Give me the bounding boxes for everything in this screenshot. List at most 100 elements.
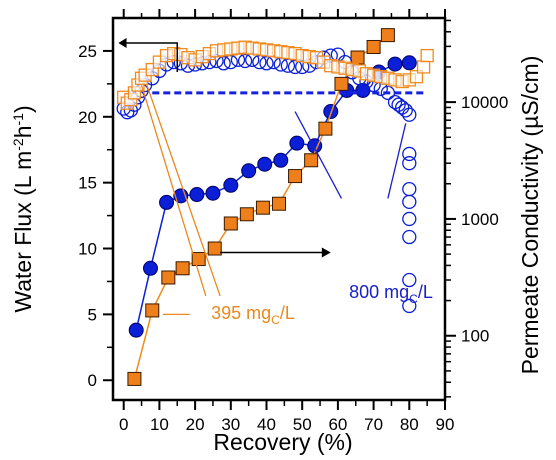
left-arrow-line: [125, 42, 179, 73]
series-3-point-54: [402, 298, 417, 314]
series-2-point-16: [366, 39, 381, 54]
series-2-point-17: [380, 28, 395, 43]
series-1-point-6: [205, 185, 221, 201]
plot-data: [116, 28, 434, 386]
series-2-point-3: [161, 270, 176, 285]
label-395: 395 mgC/L: [211, 303, 295, 327]
label-800-sub: C: [409, 292, 418, 306]
series-2-point-7: [223, 216, 238, 231]
y-tick-label-0: 0: [88, 371, 97, 390]
label-395-leader-3: [146, 84, 221, 297]
series-1-point-7: [223, 177, 239, 193]
series-1-point-10: [273, 152, 289, 168]
series-3-point-18: [216, 56, 231, 71]
series-1-point-17: [387, 56, 403, 72]
y-tick-label-15: 15: [78, 174, 97, 193]
y-tick-label-25: 25: [78, 42, 97, 61]
series-3-point-51: [402, 211, 417, 227]
x-tick-label-10: 10: [150, 415, 169, 434]
y2-tick-label-1000: 1000: [461, 210, 499, 229]
series-3-point-50: [402, 194, 417, 210]
x-axis-title: Recovery (%): [213, 429, 352, 455]
series-1: [128, 55, 417, 338]
series-2-point-14: [334, 76, 349, 91]
y-tick-label-20: 20: [78, 108, 97, 127]
left-arrow-head: [118, 38, 127, 49]
series-2-point-11: [288, 169, 303, 184]
series-2-point-6: [207, 241, 222, 256]
series-2: [127, 28, 395, 386]
series-3-point-19: [223, 54, 238, 70]
series-3-point-45: [398, 103, 413, 118]
series-3-point-48: [402, 156, 417, 171]
series-1-point-18: [401, 55, 417, 71]
series-4: [117, 40, 434, 110]
series-1-point-15: [355, 82, 371, 98]
series-2-point-12: [304, 153, 319, 168]
series-3-point-53: [402, 272, 417, 288]
label-395-leader-2: [140, 84, 207, 297]
x-tick-label-90: 90: [436, 415, 455, 434]
y-axis-title-part: Water Flux (L m: [10, 151, 36, 313]
series-3-point-43: [391, 97, 406, 112]
series-1-point-9: [257, 156, 273, 172]
x-tick-label-0: 0: [119, 415, 128, 434]
series-1-point-3: [159, 194, 175, 210]
y-tick-label-5: 5: [88, 305, 97, 324]
axes: 0 10 20 30 40 50 60 70 80 90 0 5 10 15 20 25 100 1000 1000…: [10, 9, 543, 455]
series-3-point-52: [402, 229, 417, 245]
series-1-point-1: [128, 322, 144, 338]
series-2-point-8: [239, 207, 254, 222]
y-axis-title-part: h: [10, 126, 36, 139]
series-1-point-2: [142, 260, 158, 276]
label-800-leader-1: [294, 111, 343, 199]
series-2-point-15: [350, 50, 365, 65]
right-arrow-head: [321, 247, 331, 258]
series-4-point-46: [416, 60, 431, 74]
y-tick-label-10: 10: [78, 240, 97, 259]
label-800-leader-2: [387, 123, 407, 199]
label-395-main: 395 mg: [211, 303, 271, 323]
series-4-point-47: [420, 48, 434, 63]
y2-axis-title: Permeate Conductivity (µS/cm): [517, 56, 543, 375]
y-axis-title-part: -1: [10, 113, 26, 126]
x-tick-label-50: 50: [293, 415, 312, 434]
series-2-point-1: [127, 371, 142, 386]
x-tick-label-60: 60: [328, 415, 347, 434]
label-800: 800 mgC/L: [349, 282, 433, 306]
label-395-sub: C: [271, 313, 280, 327]
label-800-main: 800 mg: [349, 282, 409, 302]
series-3-point-44: [395, 100, 410, 115]
series-4-point-45: [409, 70, 424, 84]
plot-frame: [111, 16, 447, 402]
series-2-point-4: [175, 261, 190, 276]
series-2-point-2: [145, 303, 160, 318]
label-395-tail: /L: [280, 303, 295, 323]
series-3-point-28: [287, 59, 303, 75]
x-tick-label-70: 70: [364, 415, 383, 434]
y-axis-title: Water Flux (L m-2h-1): [10, 105, 36, 312]
x-tick-label-20: 20: [186, 415, 205, 434]
series-1-point-5: [189, 187, 205, 203]
label-800-tail: /L: [418, 282, 433, 302]
series-3-point-49: [402, 181, 417, 197]
y2-tick-label-100: 100: [461, 327, 489, 346]
x-tick-label-30: 30: [221, 415, 240, 434]
series-3-point-42: [387, 94, 403, 110]
y2-tick-label-10000: 10000: [461, 93, 508, 112]
series-1-point-8: [241, 163, 257, 179]
series-3-point-21: [237, 53, 253, 69]
y-axis-title-part: ): [10, 105, 36, 113]
series-3-point-46: [402, 107, 417, 122]
series-2-point-9: [255, 200, 270, 215]
series-1-point-11: [289, 135, 305, 151]
series-2-point-13: [318, 121, 333, 136]
series-2-point-10: [272, 196, 286, 211]
series-3-point-24: [259, 56, 274, 71]
x-tick-label-80: 80: [400, 415, 419, 434]
x-tick-label-40: 40: [257, 415, 276, 434]
series-3-point-47: [402, 146, 417, 162]
y-axis-title-part: -2: [10, 138, 26, 151]
